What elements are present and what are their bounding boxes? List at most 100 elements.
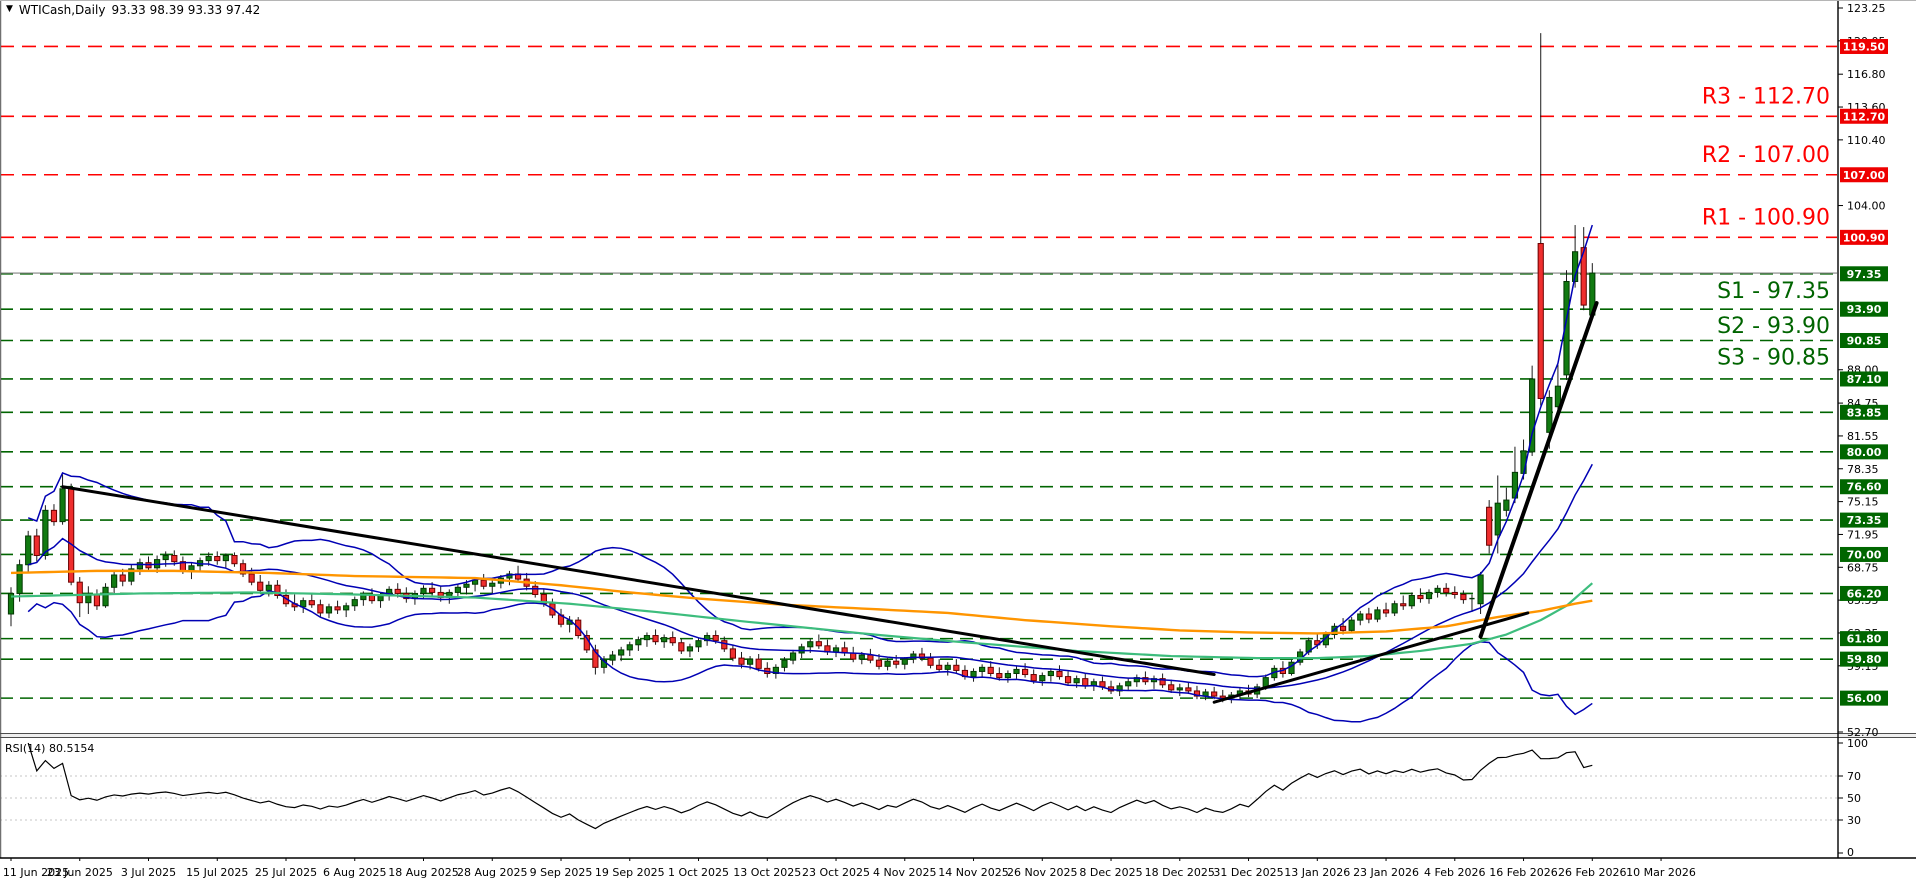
- price-axis[interactable]: 123.25120.05116.80113.60110.40104.0088.0…: [1838, 2, 1888, 859]
- candle-body: [807, 641, 814, 648]
- candle-body: [1030, 674, 1037, 682]
- candle-bull: [1357, 610, 1364, 626]
- candle-body: [111, 574, 118, 588]
- candle-bear: [1185, 681, 1192, 695]
- candle-body: [1064, 676, 1072, 684]
- date-label: 25 Jul 2025: [255, 866, 317, 879]
- badge-value: 87.10: [1847, 373, 1882, 386]
- badge-value: 83.85: [1847, 406, 1882, 419]
- date-label: 31 Dec 2025: [1213, 866, 1283, 879]
- candle-body: [1580, 247, 1587, 306]
- candle-bear: [308, 593, 315, 608]
- candle-body: [68, 487, 75, 583]
- badge-value: 66.20: [1847, 587, 1882, 600]
- bollinger-lower-band: [27, 589, 1593, 723]
- rsi-tick-label: 70: [1847, 770, 1861, 783]
- candle-bear: [1580, 227, 1587, 311]
- candle-body: [1056, 670, 1063, 678]
- candle-body: [463, 583, 470, 588]
- candle-bull: [1529, 365, 1536, 456]
- candle-body: [686, 646, 694, 652]
- candle-body: [1374, 609, 1381, 620]
- badge-box: [1840, 108, 1888, 124]
- candle-body: [695, 640, 702, 648]
- badge-value: 80.00: [1847, 446, 1882, 459]
- price-pane[interactable]: R3 - 112.70 R2 - 107.00 R1 - 100.90 S1 - 97…: [0, 0, 1838, 734]
- pane-separator[interactable]: [0, 733, 1916, 738]
- candle-body: [162, 554, 169, 561]
- badge-box: [1840, 167, 1888, 183]
- date-label: 10 Mar 2026: [1626, 866, 1696, 879]
- resistance-label: R2 - 107.00: [1702, 143, 1830, 168]
- candle-body: [76, 581, 83, 604]
- candle-bull: [1125, 678, 1132, 690]
- candle-body: [1400, 603, 1407, 607]
- candle-bull: [686, 643, 694, 658]
- candle-body: [205, 556, 212, 562]
- price-level-badge: 83.85: [1840, 404, 1888, 420]
- candle-bear: [652, 629, 659, 645]
- resistance-label: R1 - 100.90: [1702, 205, 1830, 230]
- candle-body: [334, 606, 341, 611]
- candle-body: [1425, 591, 1433, 600]
- candle-body: [265, 584, 272, 591]
- badge-value: 112.70: [1843, 110, 1886, 123]
- candle-body: [257, 581, 264, 591]
- date-label: 8 Dec 2025: [1079, 866, 1142, 879]
- candle-bear: [1537, 33, 1544, 406]
- descending-trendline[interactable]: [61, 485, 1216, 677]
- candle-body: [918, 653, 926, 659]
- candle-body: [1503, 499, 1510, 511]
- candle-bull: [351, 596, 358, 611]
- candle-body: [979, 666, 986, 672]
- candle-body: [618, 649, 625, 656]
- chart-area[interactable]: [0, 0, 1838, 734]
- rsi-pane[interactable]: [0, 738, 1838, 859]
- candle-body: [1529, 378, 1536, 453]
- candle-body: [119, 574, 126, 582]
- candle-body: [746, 658, 754, 665]
- badge-value: 107.00: [1843, 169, 1886, 182]
- price-tick-label: 78.35: [1847, 463, 1879, 476]
- candle-bull: [489, 579, 496, 594]
- candle-body: [1262, 677, 1269, 688]
- candle-body: [893, 660, 900, 665]
- steep-ascending-trendline[interactable]: [1478, 301, 1599, 639]
- candle-body: [1554, 385, 1562, 408]
- candle-bull: [626, 641, 633, 657]
- candle-body: [1047, 670, 1054, 677]
- candle-body: [214, 556, 221, 562]
- symbol-dropdown-icon[interactable]: ▼: [6, 4, 13, 14]
- candle-body: [910, 653, 917, 660]
- rsi-tick-label: 30: [1847, 814, 1861, 827]
- candle-bear: [239, 559, 247, 578]
- candle-bear: [214, 551, 221, 565]
- candle-body: [128, 568, 135, 582]
- candle-bear: [334, 600, 341, 614]
- candle-bear: [1021, 663, 1029, 678]
- candle-bear: [68, 483, 75, 586]
- support-label: S2 - 93.90: [1717, 314, 1830, 339]
- badge-value: 119.50: [1843, 40, 1886, 53]
- candle-bear: [721, 636, 728, 652]
- ascending-trendline[interactable]: [1212, 611, 1530, 704]
- bollinger-middle-band: [27, 463, 1593, 690]
- price-tick-label: 71.95: [1847, 528, 1879, 541]
- candle-body: [1417, 595, 1424, 600]
- candle-body: [1408, 595, 1415, 607]
- candle-body: [1125, 681, 1132, 687]
- badge-box: [1840, 690, 1888, 706]
- candle-bear: [1460, 590, 1467, 604]
- ma-orange-line: [10, 569, 1593, 635]
- date-label: 9 Sep 2025: [530, 866, 593, 879]
- candle-body: [42, 509, 49, 556]
- candle-body: [59, 488, 66, 523]
- candle-body: [1339, 625, 1347, 631]
- candle-body: [884, 660, 891, 667]
- candle-bull: [102, 583, 109, 608]
- candle-body: [781, 659, 788, 668]
- candle-body: [1451, 591, 1458, 595]
- candle-bear: [76, 577, 83, 618]
- candle-bull: [1554, 364, 1562, 413]
